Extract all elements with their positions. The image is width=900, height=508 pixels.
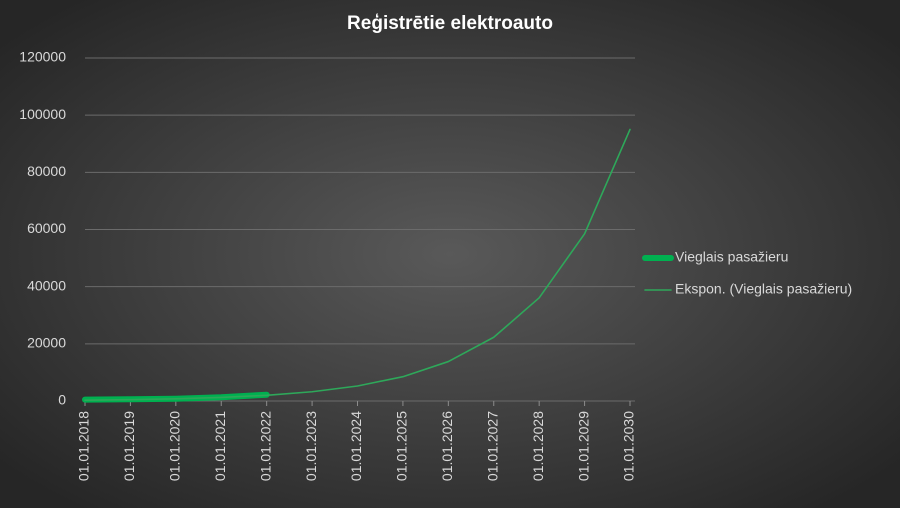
legend-label: Vieglais pasažieru (675, 249, 788, 265)
x-tick-label: 01.01.2020 (167, 411, 183, 481)
y-tick-label: 0 (58, 392, 66, 408)
x-tick-label: 01.01.2022 (257, 411, 273, 481)
y-tick-label: 60000 (27, 220, 66, 236)
y-tick-label: 80000 (27, 163, 66, 179)
x-tick-label: 01.01.2021 (212, 411, 228, 481)
y-tick-label: 100000 (19, 106, 66, 122)
x-tick-label: 01.01.2027 (484, 411, 500, 481)
x-tick-label: 01.01.2028 (530, 411, 546, 481)
y-tick-label: 120000 (19, 49, 66, 65)
x-tick-label: 01.01.2026 (439, 411, 455, 481)
x-tick-label: 01.01.2024 (348, 411, 364, 481)
x-tick-label: 01.01.2030 (621, 411, 637, 481)
x-tick-label: 01.01.2023 (303, 411, 319, 481)
y-tick-label: 20000 (27, 335, 66, 351)
chart-title: Reģistrētie elektroauto (347, 13, 553, 34)
series-line (84, 128, 631, 401)
x-tick-label: 01.01.2018 (76, 411, 92, 481)
x-tick-label: 01.01.2025 (394, 411, 410, 481)
legend-label: Ekspon. (Vieglais pasažieru) (675, 281, 852, 297)
x-tick-label: 01.01.2019 (121, 411, 137, 481)
x-tick-label: 01.01.2029 (575, 411, 591, 481)
y-tick-label: 40000 (27, 277, 66, 293)
